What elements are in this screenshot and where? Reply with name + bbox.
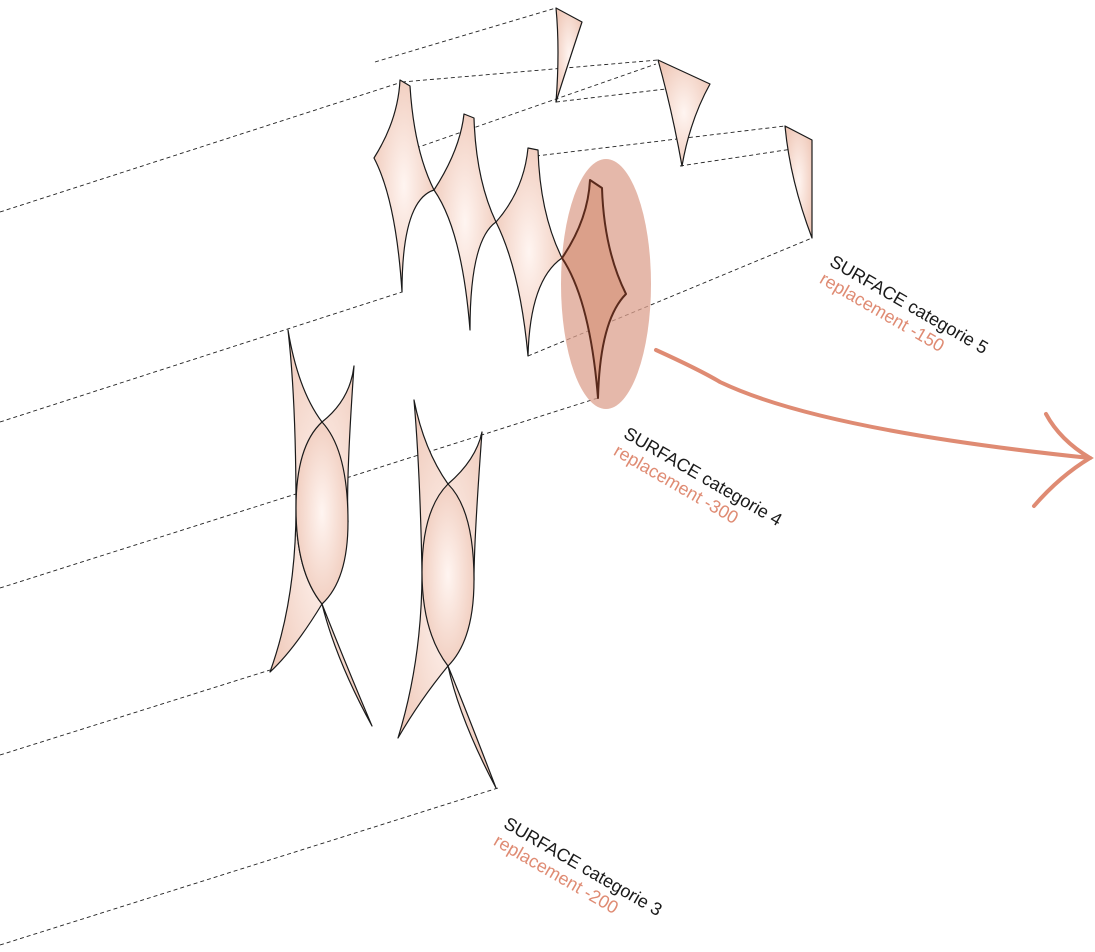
panel xyxy=(495,147,563,357)
panel xyxy=(657,59,711,167)
arrow-shaft xyxy=(654,348,1092,460)
guide-line xyxy=(401,59,659,83)
guide-line xyxy=(374,7,557,63)
guide-line xyxy=(535,125,786,157)
guide-line xyxy=(0,787,499,946)
arrow-head-icon xyxy=(1032,412,1094,508)
guide-line xyxy=(415,63,657,149)
panel xyxy=(373,79,435,293)
guide-line xyxy=(0,291,403,423)
panel xyxy=(433,113,497,331)
panel xyxy=(397,399,497,789)
highlighted-panel xyxy=(561,179,627,399)
guide-line xyxy=(679,145,813,167)
arrow xyxy=(654,348,1094,508)
panel xyxy=(421,483,475,667)
panel xyxy=(269,329,373,727)
guide-line xyxy=(0,669,271,756)
panel xyxy=(295,421,349,605)
category-4-panels xyxy=(373,79,651,409)
panel xyxy=(555,7,583,103)
guide-line xyxy=(0,81,403,213)
category-3-panels xyxy=(269,329,497,789)
category-5-panels xyxy=(555,7,813,239)
panel xyxy=(784,125,813,239)
